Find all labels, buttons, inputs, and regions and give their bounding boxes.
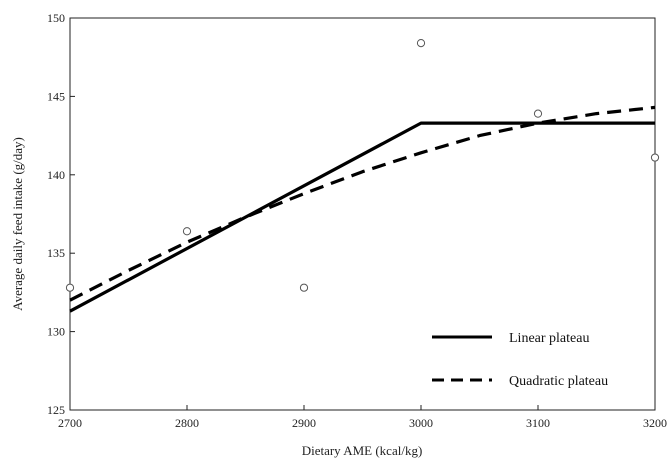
data-point — [416, 38, 426, 48]
y-tick-label: 135 — [47, 246, 65, 260]
series-line-linear-plateau — [69, 121, 655, 313]
x-tick-label: 3200 — [643, 416, 667, 430]
plot-border — [69, 17, 656, 411]
observed-points — [65, 38, 660, 292]
data-point — [65, 283, 75, 292]
x-tick-label: 2900 — [292, 416, 316, 430]
series-line-quadratic-plateau — [69, 105, 656, 302]
legend-label-quadratic-plateau: Quadratic plateau — [509, 374, 608, 389]
legend: Linear plateau Quadratic plateau — [432, 331, 608, 389]
data-point — [299, 283, 309, 292]
plot-area — [69, 17, 656, 411]
legend-label-linear-plateau: Linear plateau — [509, 331, 589, 346]
y-tick-label: 145 — [47, 89, 65, 103]
x-tick-label: 2800 — [175, 416, 199, 430]
y-tick-label: 125 — [47, 403, 65, 417]
y-tick-label: 150 — [47, 11, 65, 25]
x-tick-label: 3100 — [526, 416, 550, 430]
x-tick-label: 3000 — [409, 416, 433, 430]
data-point — [650, 153, 660, 162]
data-point — [182, 227, 192, 236]
x-axis-title: Dietary AME (kcal/kg) — [302, 443, 423, 458]
y-tick-label: 130 — [47, 325, 65, 339]
series-layer — [69, 105, 656, 313]
y-tick-label: 140 — [47, 168, 65, 182]
x-axis: 2700 2800 2900 3000 3100 3200 — [58, 405, 667, 430]
y-axis-title: Average daily feed intake (g/day) — [10, 137, 25, 311]
data-point — [533, 109, 543, 118]
y-axis: 125 130 135 140 145 150 — [47, 11, 75, 417]
x-tick-label: 2700 — [58, 416, 82, 430]
